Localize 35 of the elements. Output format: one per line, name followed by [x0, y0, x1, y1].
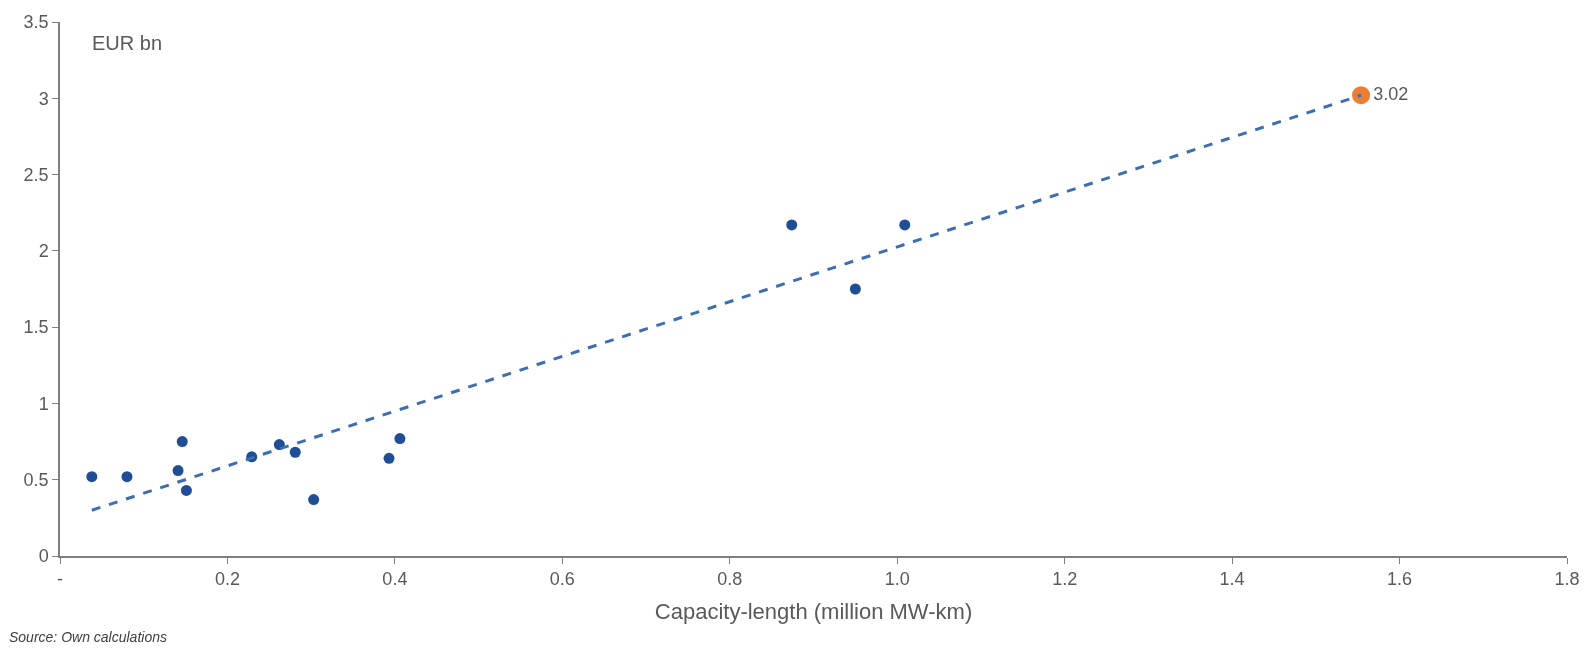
- x-tick-label: 1.6: [1387, 569, 1413, 590]
- point: [849, 283, 861, 295]
- x-tick-label: 1.8: [1554, 569, 1580, 590]
- point: [383, 452, 395, 464]
- y-tick-label: 2: [38, 241, 49, 262]
- x-tick-label: 1.0: [884, 569, 910, 590]
- x-tick-label: 1.2: [1052, 569, 1078, 590]
- y-tick-label: 3: [38, 88, 49, 109]
- point: [289, 446, 301, 458]
- y-tick-label: 1.5: [23, 317, 49, 338]
- point: [786, 219, 798, 231]
- x-tick-label: 0.8: [717, 569, 743, 590]
- x-tick-label: 0.4: [382, 569, 408, 590]
- point: [1352, 86, 1371, 105]
- x-tick-label: 0.2: [214, 569, 240, 590]
- point: [121, 471, 133, 483]
- point: [394, 433, 406, 445]
- y-tick-label: 0: [38, 546, 49, 567]
- point: [899, 219, 911, 231]
- x-tick-label: -: [57, 569, 63, 590]
- y-tick-label: 2.5: [23, 164, 49, 185]
- x-axis-title: Capacity-length (million MW-km): [654, 598, 973, 624]
- point: [308, 494, 320, 506]
- y-tick-label: 0.5: [23, 470, 49, 491]
- point: [176, 436, 188, 448]
- data-label: 3.02: [1373, 83, 1409, 104]
- annotation: EUR bn: [92, 32, 163, 54]
- source-note: Source: Own calculations: [9, 629, 167, 645]
- x-tick-label: 1.4: [1219, 569, 1245, 590]
- point: [86, 471, 98, 483]
- y-tick-label: 3.5: [23, 12, 49, 33]
- y-tick-label: 1: [38, 393, 49, 414]
- point: [180, 484, 192, 496]
- point: [172, 465, 184, 477]
- x-tick-label: 0.6: [549, 569, 575, 590]
